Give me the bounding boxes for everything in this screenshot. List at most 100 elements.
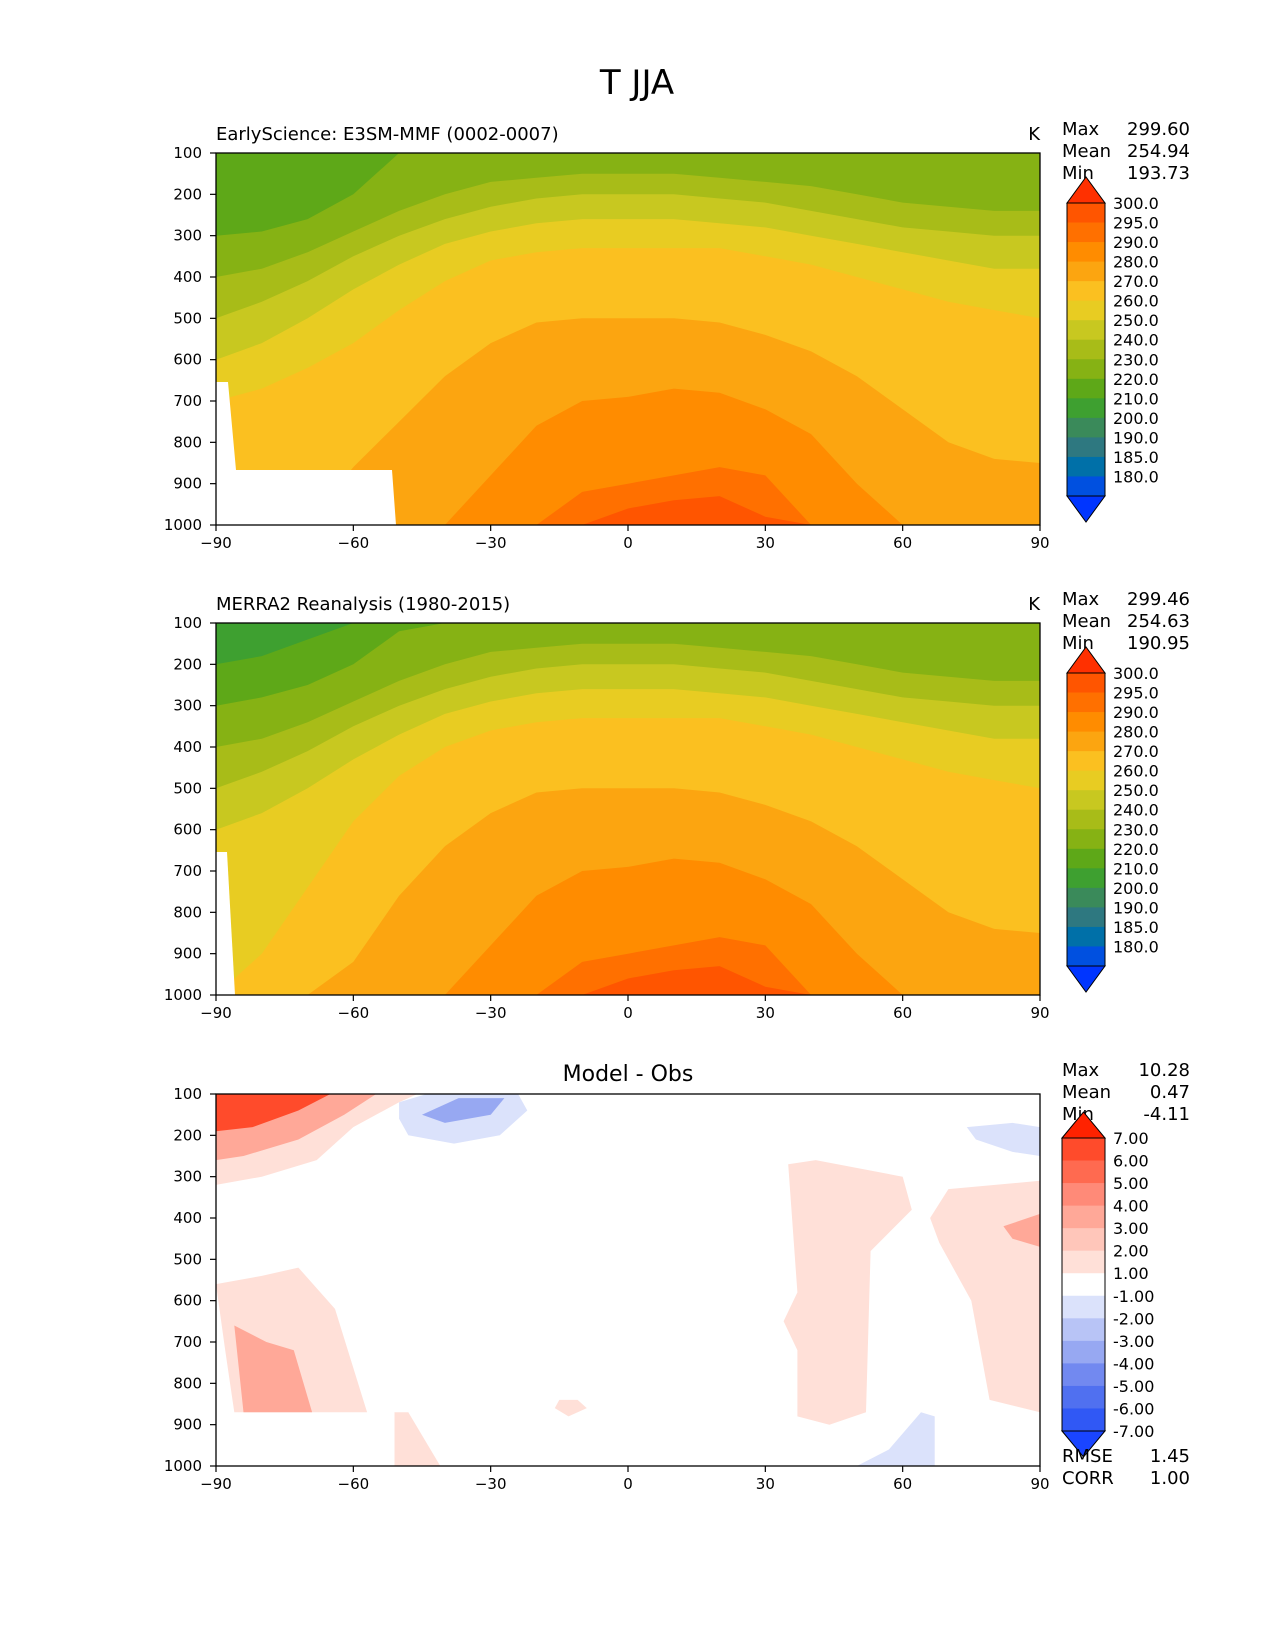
panel-diff-contours [216,1094,1040,1466]
y-tick-label: 500 [173,779,202,797]
x-tick-label: −90 [200,1475,232,1493]
y-tick-label: 800 [173,433,202,451]
y-tick-label: 900 [173,1416,202,1434]
panel-obs-plot [215,622,1041,996]
contour-band [216,858,1040,995]
colorbar-swatch [1067,926,1105,947]
contour-region [234,1325,313,1413]
panel-diff-plot [215,1093,1041,1467]
panel-model-plot [215,152,1041,526]
y-tick-label: 700 [173,1333,202,1351]
colorbar-label: 290.0 [1113,703,1159,722]
colorbar-label: 295.0 [1113,684,1159,703]
colorbar-swatch [1067,692,1105,713]
colorbar-swatch [1062,1183,1105,1207]
panel-model-stat-label: Max [1062,119,1100,140]
x-tick-label: 0 [623,534,633,552]
panel-model-units: K [1028,124,1041,145]
colorbar-swatch [1062,1273,1105,1297]
panel-obs-units: K [1028,594,1041,615]
colorbar-swatch [1067,203,1105,223]
panel-obs-stat-value: 299.46 [1127,589,1190,610]
y-tick-label: 1000 [164,1457,202,1475]
colorbar-label: 4.00 [1113,1197,1149,1216]
colorbar-swatch [1067,476,1105,497]
y-tick-label: 200 [173,1126,202,1144]
y-tick-label: 900 [173,945,202,963]
colorbar-label: 180.0 [1113,937,1159,956]
panel-obs-contours [216,623,1040,995]
colorbar-label: 1.00 [1113,1264,1149,1283]
x-tick-label: −30 [475,1004,507,1022]
colorbar-swatch [1062,1205,1105,1229]
y-tick-label: 1000 [164,986,202,1004]
colorbar-swatch [1067,281,1105,302]
x-tick-label: 90 [1030,1004,1049,1022]
x-tick-label: 0 [623,1004,633,1022]
colorbar-label: 185.0 [1113,448,1159,467]
y-tick-label: 500 [173,309,202,327]
colorbar-label: -7.00 [1113,1422,1154,1441]
panel-diff-rmse-label: RMSE [1062,1446,1113,1467]
x-tick-label: −30 [475,534,507,552]
colorbar-label: 250.0 [1113,311,1159,330]
colorbar-label: 210.0 [1113,389,1159,408]
x-tick-label: 30 [756,1475,775,1493]
panel-model-stat-value: 299.60 [1127,119,1190,140]
colorbar-label: 220.0 [1113,370,1159,389]
y-tick-label: 100 [173,144,202,162]
y-tick-label: 100 [173,1085,202,1103]
y-tick-label: 700 [173,392,202,410]
panel-obs-stat-value: 254.63 [1127,611,1190,632]
x-tick-label: −60 [338,1004,370,1022]
colorbar-label: 270.0 [1113,742,1159,761]
colorbar-label: 240.0 [1113,331,1159,350]
contour-region [1003,1213,1040,1247]
y-tick-label: 400 [173,268,202,286]
colorbar-frame [1061,1137,1106,1432]
contour-band [216,966,1040,995]
y-tick-label: 900 [173,475,202,493]
colorbar-label: 240.0 [1113,801,1159,820]
colorbar-label: 190.0 [1113,428,1159,447]
panel-diff-footer-stats: RMSE 1.45 CORR 1.00 [1062,1446,1190,1489]
y-tick-label: 600 [173,821,202,839]
colorbar-label: 295.0 [1113,214,1159,233]
panel-obs-colorbar: 300.0295.0290.0280.0270.0260.0250.0240.0… [1066,646,1159,993]
colorbar-swatch [1067,751,1105,772]
colorbar-swatch [1062,1160,1105,1184]
contour-band [216,496,1040,525]
x-tick-label: −90 [200,1004,232,1022]
x-tick-label: −90 [200,534,232,552]
panel-obs-stat-label: Mean [1062,611,1111,632]
colorbar-swatch [1067,887,1105,908]
colorbar-swatch [1067,790,1105,811]
colorbar-swatch [1062,1250,1105,1274]
panel-diff-rmse-value: 1.45 [1150,1446,1190,1467]
y-tick-label: 800 [173,903,202,921]
figure-title: T JJA [599,63,674,103]
y-tick-label: 800 [173,1374,202,1392]
panel-obs-stat-value: 190.95 [1127,633,1190,654]
colorbar-swatch [1067,809,1105,830]
colorbar-label: 185.0 [1113,918,1159,937]
colorbar-swatch [1067,398,1105,419]
panel-diff-stat-value: 0.47 [1150,1082,1190,1103]
y-tick-label: 700 [173,862,202,880]
y-tick-label: 1000 [164,516,202,534]
panel-model-axes: −90 −60 −30 0 30 60 90 100 200 300 400 500 600 700 800… [164,144,1050,552]
panel-obs: MERRA2 Reanalysis (1980-2015) K −90 −60 −3… [164,589,1190,1022]
colorbar-swatch [1067,378,1105,399]
panel-obs-stats: Max 299.46 Mean 254.63 Min 190.95 [1062,589,1190,654]
panel-model-stat-label: Mean [1062,141,1111,162]
panel-model-title: EarlyScience: E3SM-MMF (0002-0007) [216,124,559,145]
contour-region [856,1412,935,1466]
colorbar-label: 300.0 [1113,664,1159,683]
x-tick-label: 30 [756,1004,775,1022]
colorbar-extend-bottom [1066,495,1106,523]
colorbar-swatch [1067,907,1105,928]
colorbar-swatch [1067,339,1105,360]
colorbar-label: 210.0 [1113,859,1159,878]
colorbar-label: -6.00 [1113,1399,1154,1418]
